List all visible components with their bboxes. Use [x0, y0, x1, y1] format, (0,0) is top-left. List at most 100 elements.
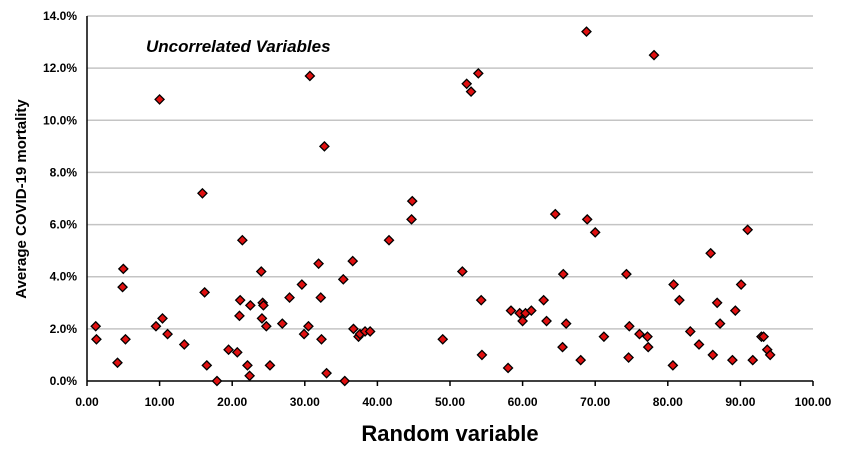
- data-point: [729, 305, 741, 317]
- data-point: [234, 310, 245, 322]
- data-point: [178, 339, 190, 350]
- data-point: [502, 362, 514, 374]
- data-point: [560, 318, 572, 330]
- data-point: [211, 375, 223, 387]
- data-point: [318, 140, 330, 152]
- data-point: [623, 320, 635, 332]
- data-point: [475, 294, 487, 306]
- data-point: [364, 326, 376, 337]
- y-tick-label: 0.0%: [50, 374, 78, 388]
- y-axis-title: Average COVID-19 mortality: [13, 99, 30, 299]
- data-point: [236, 234, 248, 246]
- data-point: [764, 349, 776, 361]
- y-tick-label: 8.0%: [50, 165, 78, 179]
- data-point: [303, 320, 314, 332]
- y-tick-labels: 0.0% 2.0% 4.0% 6.0% 8.0% 10.0% 12.0% 14.0%: [43, 9, 77, 388]
- data-point: [284, 292, 295, 303]
- data-point: [575, 354, 587, 366]
- x-tick-label: 70.00: [580, 395, 610, 409]
- data-point: [315, 292, 327, 303]
- data-point: [758, 331, 770, 343]
- data-point: [684, 326, 696, 337]
- data-point: [298, 328, 310, 340]
- data-point: [406, 213, 417, 225]
- data-point: [406, 195, 418, 207]
- data-point: [735, 279, 747, 290]
- data-point: [337, 273, 349, 285]
- data-point: [538, 294, 550, 306]
- data-point: [456, 266, 468, 277]
- gridlines: [87, 15, 813, 330]
- x-tick-label: 10.00: [145, 395, 175, 409]
- data-point: [313, 258, 325, 270]
- data-point: [693, 339, 705, 350]
- data-point: [339, 375, 351, 387]
- data-point: [517, 315, 529, 327]
- data-point: [117, 281, 128, 293]
- data-point: [505, 305, 517, 317]
- data-point: [244, 370, 256, 382]
- data-point: [117, 263, 129, 275]
- x-tick-label: 80.00: [653, 395, 683, 409]
- data-point: [581, 213, 593, 225]
- data-point: [347, 255, 359, 267]
- x-axis-title: Random variable: [361, 421, 538, 446]
- x-tick-label: 90.00: [725, 395, 755, 409]
- x-tick-label: 20.00: [217, 395, 247, 409]
- data-point: [557, 341, 568, 353]
- data-point: [296, 279, 308, 290]
- data-point: [112, 357, 123, 369]
- x-tick-labels: 0.00 10.00 20.00 30.00 40.00 50.00 60.00 70.00 8…: [75, 381, 832, 409]
- y-tick-label: 4.0%: [50, 270, 78, 284]
- data-point: [242, 359, 253, 371]
- axes: [86, 16, 813, 382]
- data-point: [348, 323, 359, 335]
- data-point: [154, 94, 166, 105]
- data-point: [557, 268, 569, 280]
- y-tick-label: 12.0%: [43, 61, 77, 75]
- data-point: [257, 299, 269, 311]
- data-point: [581, 26, 592, 38]
- data-point: [231, 346, 243, 358]
- x-tick-label: 30.00: [290, 395, 320, 409]
- data-point: [525, 305, 537, 317]
- data-point: [304, 70, 316, 82]
- data-point: [256, 313, 268, 324]
- data-point: [162, 328, 174, 340]
- data-point: [623, 352, 635, 363]
- data-points: [90, 26, 776, 387]
- data-point: [197, 187, 208, 199]
- data-point: [634, 328, 645, 340]
- data-point: [707, 349, 719, 361]
- data-point: [668, 279, 680, 290]
- x-tick-label: 40.00: [362, 395, 392, 409]
- data-point: [742, 224, 754, 236]
- data-point: [642, 341, 654, 353]
- data-point: [91, 333, 102, 345]
- data-point: [549, 208, 561, 220]
- x-tick-label: 60.00: [508, 395, 538, 409]
- data-point: [316, 333, 327, 345]
- chart-annotation: Uncorrelated Variables: [146, 37, 331, 56]
- x-tick-label: 50.00: [435, 395, 465, 409]
- data-point: [157, 313, 168, 324]
- data-point: [620, 268, 632, 280]
- data-point: [120, 333, 131, 345]
- data-point: [648, 49, 660, 61]
- data-point: [255, 266, 267, 277]
- data-point: [223, 344, 234, 356]
- data-point: [234, 294, 246, 306]
- x-tick-label: 0.00: [75, 395, 99, 409]
- data-point: [476, 349, 488, 361]
- data-point: [90, 320, 102, 332]
- data-point: [244, 299, 256, 311]
- data-point: [711, 297, 723, 309]
- data-point: [264, 359, 276, 371]
- data-point: [714, 318, 726, 330]
- data-point: [705, 247, 717, 259]
- data-point: [461, 78, 473, 90]
- y-tick-label: 10.0%: [43, 113, 77, 127]
- y-tick-label: 14.0%: [43, 9, 77, 23]
- data-point: [276, 318, 288, 330]
